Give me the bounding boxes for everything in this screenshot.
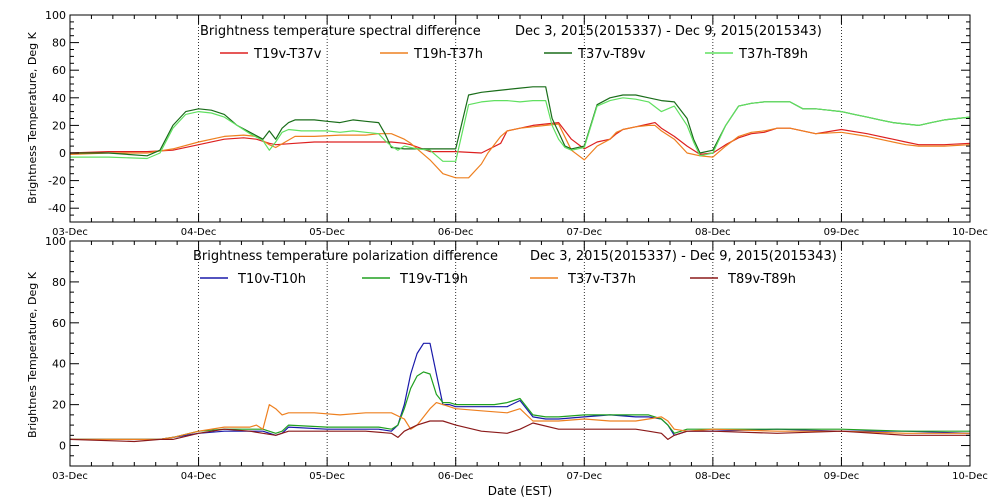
x-tick-label: 09-Dec xyxy=(824,471,860,482)
legend-label: T89v-T89h xyxy=(727,272,796,287)
legend-label: T37v-T37h xyxy=(567,272,636,287)
panel-period: Dec 3, 2015(2015337) - Dec 9, 2015(20153… xyxy=(515,24,822,39)
x-tick-label: 08-Dec xyxy=(695,227,731,238)
x-tick-label: 04-Dec xyxy=(181,227,217,238)
legend-label: T10v-T10h xyxy=(237,272,306,287)
series-line-t19v-t19h xyxy=(70,371,970,440)
x-tick-label: 07-Dec xyxy=(566,227,602,238)
y-axis-label: Brightness Temperature, Deg K xyxy=(26,31,39,203)
y-tick-label: 0 xyxy=(59,440,66,453)
polarization-difference-panel: Brightness temperature polarization diff… xyxy=(26,235,988,482)
x-tick-label: 10-Dec xyxy=(952,227,988,238)
y-tick-label: -40 xyxy=(48,202,66,215)
y-tick-label: 80 xyxy=(52,37,66,50)
x-tick-label: 06-Dec xyxy=(438,471,474,482)
x-tick-label: 04-Dec xyxy=(181,471,217,482)
series-line-t37h-t89h xyxy=(70,97,971,162)
legend-label: T19v-T37v xyxy=(253,47,322,62)
y-axis-label: Brightnes Temperature, Deg K xyxy=(26,271,39,438)
y-tick-label: 100 xyxy=(45,235,66,248)
x-tick-label: 05-Dec xyxy=(309,227,345,238)
spectral-difference-panel: Brightness temperature spectral differen… xyxy=(26,9,988,238)
x-tick-label: 08-Dec xyxy=(695,471,731,482)
series-line-t89v-t89h xyxy=(69,420,970,443)
panel-title: Brightness temperature spectral differen… xyxy=(200,24,481,39)
x-tick-label: 06-Dec xyxy=(438,227,474,238)
y-tick-label: 60 xyxy=(52,317,66,330)
y-tick-label: 20 xyxy=(52,399,66,412)
legend-label: T19v-T19h xyxy=(399,272,468,287)
x-axis-label: Date (EST) xyxy=(488,484,552,498)
y-tick-label: 100 xyxy=(45,9,66,22)
legend-label: T37v-T89v xyxy=(577,47,646,62)
x-tick-label: 09-Dec xyxy=(824,227,860,238)
y-tick-label: 0 xyxy=(59,147,66,160)
series-line-t37v-t37h xyxy=(70,402,970,440)
y-tick-label: 60 xyxy=(52,64,66,77)
x-tick-label: 05-Dec xyxy=(309,471,345,482)
y-tick-label: 40 xyxy=(52,358,66,371)
y-tick-label: 20 xyxy=(52,119,66,132)
x-tick-label: 03-Dec xyxy=(52,471,88,482)
legend-label: T19h-T37h xyxy=(413,47,483,62)
x-tick-label: 10-Dec xyxy=(952,471,988,482)
x-tick-label: 03-Dec xyxy=(52,227,88,238)
y-tick-label: 80 xyxy=(52,276,66,289)
x-tick-label: 07-Dec xyxy=(566,471,602,482)
panel-title: Brightness temperature polarization diff… xyxy=(193,249,498,264)
legend-label: T37h-T89h xyxy=(738,47,808,62)
y-tick-label: -20 xyxy=(48,175,66,188)
y-tick-label: 40 xyxy=(52,92,66,105)
panel-period: Dec 3, 2015(2015337) - Dec 9, 2015(20153… xyxy=(530,249,837,264)
